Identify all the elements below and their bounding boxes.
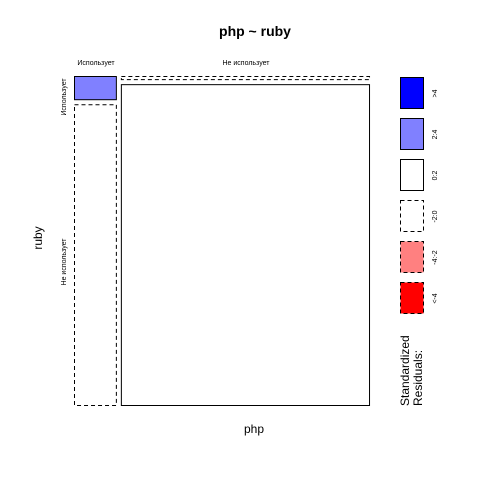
- legend-swatch-2: [400, 159, 424, 191]
- x-axis-label: php: [244, 422, 264, 436]
- legend-title-line-2: Residuals:: [411, 350, 425, 406]
- legend-label-1: 2:4: [432, 130, 439, 140]
- x-level-label-0: Использует: [77, 60, 115, 67]
- legend-label-4: -4:-2: [432, 250, 439, 265]
- cell-php-0-ruby-0: [74, 76, 117, 101]
- y-level-label-0: Использует: [61, 78, 68, 116]
- cell-php-1-ruby-0: [120, 76, 371, 81]
- legend-swatch-5: [400, 282, 424, 314]
- legend-swatch-0: [400, 77, 424, 109]
- legend-swatch-4: [400, 241, 424, 273]
- x-level-label-1: Не использует: [223, 60, 271, 67]
- chart-title: php ~ ruby: [219, 23, 291, 39]
- mosaic-cells: [74, 76, 371, 406]
- legend-title-line-1: Standardized: [398, 335, 412, 406]
- legend-label-2: 0:2: [432, 171, 439, 181]
- y-axis-label: ruby: [31, 226, 45, 249]
- legend-label-0: >4: [432, 89, 439, 97]
- residuals-legend: >4 2:4 0:2 -2:0 -4:-2 <-4: [400, 77, 439, 314]
- legend-label-5: <-4: [432, 293, 439, 303]
- y-level-label-1: Не использует: [61, 238, 68, 286]
- legend-label-3: -2:0: [432, 210, 439, 222]
- cell-php-1-ruby-1: [120, 84, 371, 406]
- legend-swatch-3: [400, 200, 424, 232]
- legend-swatch-1: [400, 118, 424, 150]
- cell-php-0-ruby-1: [74, 104, 117, 406]
